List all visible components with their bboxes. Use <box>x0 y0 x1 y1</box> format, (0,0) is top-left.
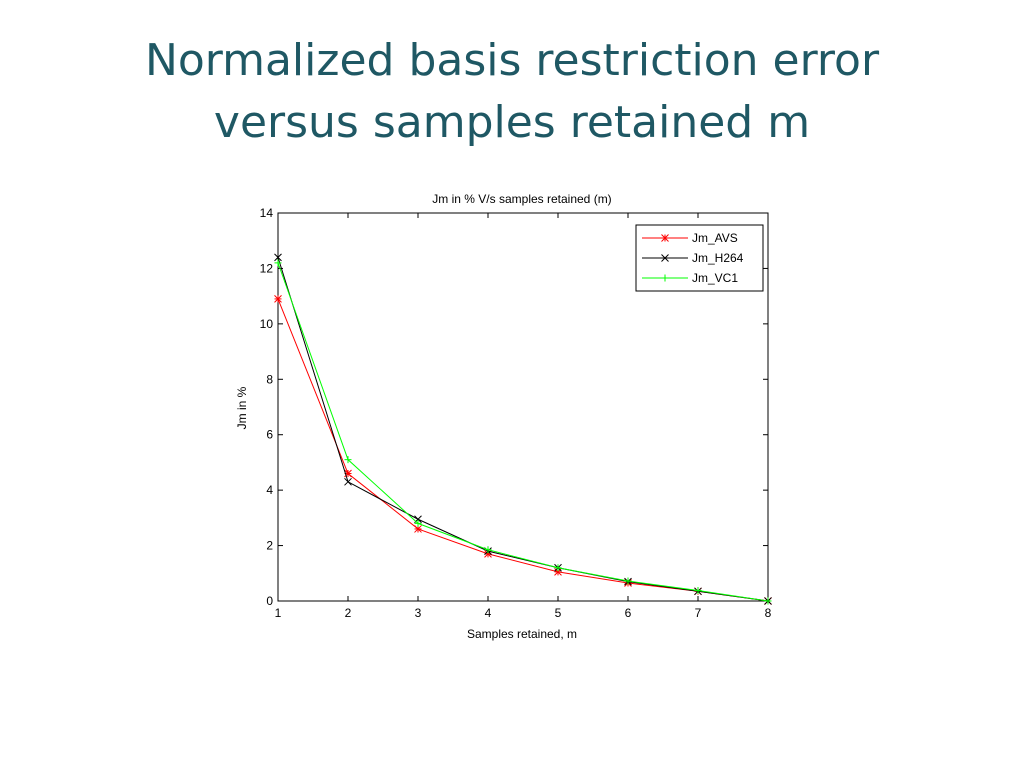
y-tick-label: 0 <box>266 594 273 608</box>
x-tick-label: 8 <box>765 606 772 620</box>
series-line-Jm_VC1 <box>277 262 769 602</box>
x-tick-label: 3 <box>415 606 422 620</box>
slide-title-line-2: versus samples retained m <box>213 97 811 148</box>
legend-marker-Jm_VC1 <box>661 274 669 282</box>
x-tick-label: 1 <box>275 606 282 620</box>
x-tick-label: 2 <box>345 606 352 620</box>
data-point-Jm_VC1 <box>414 519 422 527</box>
data-point-Jm_H264 <box>344 477 352 486</box>
data-point-Jm_AVS <box>274 295 282 303</box>
x-tick-label: 5 <box>555 606 562 620</box>
y-tick-label: 2 <box>266 539 273 553</box>
y-tick-label: 12 <box>260 261 274 275</box>
slide-title: Normalized basis restriction error versu… <box>0 30 1024 154</box>
y-tick-label: 14 <box>260 206 274 220</box>
x-tick-label: 7 <box>695 606 702 620</box>
legend-label: Jm_AVS <box>692 231 738 245</box>
data-point-Jm_VC1 <box>344 456 352 464</box>
data-point-Jm_VC1 <box>694 586 702 594</box>
legend-label: Jm_H264 <box>692 251 744 265</box>
data-point-Jm_VC1 <box>764 597 772 605</box>
data-point-Jm_VC1 <box>624 577 632 585</box>
legend-marker-Jm_AVS <box>661 234 669 242</box>
data-point-Jm_VC1 <box>484 546 492 554</box>
x-tick-label: 4 <box>485 606 492 620</box>
data-point-Jm_VC1 <box>554 564 562 572</box>
data-point-Jm_VC1 <box>274 259 282 267</box>
x-axis-label: Samples retained, m <box>467 627 577 641</box>
series-line-Jm_H264 <box>277 257 769 602</box>
y-tick-label: 4 <box>266 483 273 497</box>
legend-label: Jm_VC1 <box>692 271 738 285</box>
slide-title-line-1: Normalized basis restriction error <box>144 35 880 86</box>
y-tick-label: 8 <box>266 372 273 386</box>
chart-title: Jm in % V/s samples retained (m) <box>432 192 611 206</box>
x-tick-label: 6 <box>625 606 632 620</box>
y-tick-label: 10 <box>260 317 274 331</box>
legend-marker-Jm_H264 <box>661 254 669 262</box>
y-tick-label: 6 <box>266 428 273 442</box>
data-point-Jm_H264 <box>274 253 282 262</box>
y-axis-label: Jm in % <box>235 386 249 429</box>
